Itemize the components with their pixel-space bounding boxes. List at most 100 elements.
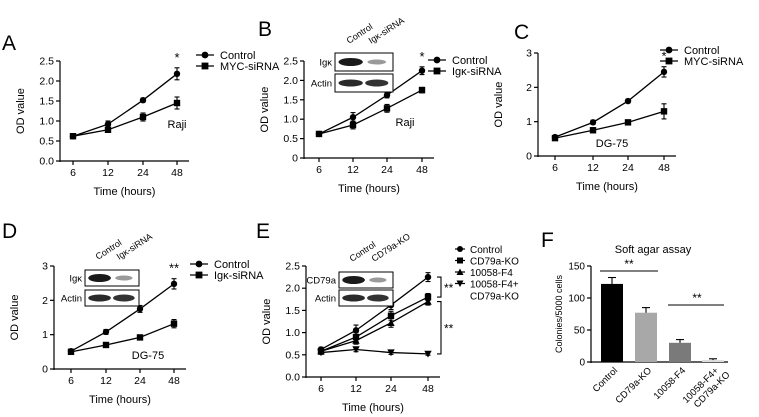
panel-c-x-tick-label: 24 <box>622 162 634 174</box>
panel-a-letter: A <box>2 32 16 55</box>
panel-e-series-4-point <box>352 346 360 354</box>
panel-b-series-2-point <box>383 105 391 112</box>
panel-f-letter: F <box>541 229 554 252</box>
panel-d-significance: ** <box>169 261 179 276</box>
panel-e-blot-row-label: Actin <box>315 294 336 305</box>
panel-b-blot-band <box>338 79 363 87</box>
panel-d-blot-row-label: Igκ <box>69 274 82 285</box>
panel-b-blot-band <box>338 58 363 66</box>
panel-e-y-axis-label: OD value <box>261 299 273 345</box>
panel-d-series-2-point <box>67 348 75 356</box>
panel-d-series-1-point <box>136 305 144 313</box>
panel-e-blot-band <box>367 294 389 302</box>
panel-a-y-tick-label: 2.5 <box>39 56 54 68</box>
panel-d-blot-band <box>113 294 135 302</box>
panel-d-cell-line-label: DG-75 <box>132 350 164 362</box>
panel-b-y-tick-label: 2.5 <box>283 56 298 68</box>
panel-f-category-label: CD79a-KO <box>613 365 654 406</box>
panel-e-y-tick-label: 2.0 <box>285 283 300 295</box>
panel-e-series-4-line <box>320 348 429 355</box>
panel-d-x-tick-label: 6 <box>68 375 74 387</box>
panel-a-series-2-line <box>72 102 178 137</box>
panel-b-blot-row-label: Actin <box>311 79 332 90</box>
panel-b-blot-row-label: Igκ <box>319 58 332 69</box>
panel-c-y-tick-label: 2 <box>526 82 532 94</box>
panel-d-blot-frame <box>84 269 140 287</box>
panel-a-series-1-point <box>173 70 181 78</box>
panel-a-cell-line-label: Raji <box>168 119 187 131</box>
panel-f-bar <box>669 342 691 362</box>
panel-f-category-label: 10058-F4+CD79a-KO <box>681 362 733 414</box>
panel-c-significance: * <box>661 49 666 64</box>
panel-e-legend-label: Control <box>470 245 502 256</box>
panel-d-legend-marker <box>195 271 203 279</box>
panel-b-blot-band <box>367 59 387 65</box>
panel-a-y-tick-label: 0.0 <box>39 156 54 168</box>
panel-b-legend-marker <box>433 56 441 64</box>
panel-b-x-tick-label: 6 <box>316 164 322 176</box>
panel-d-y-tick-label: 3 <box>42 261 48 273</box>
panel-c-series-1-point <box>589 119 597 126</box>
panel-b-x-axis-label: Time (hours) <box>338 183 400 195</box>
panel-e-x-axis-label: Time (hours) <box>342 402 404 414</box>
panel-e-series-2-point <box>424 293 432 301</box>
panel-d-y-axis-label: OD value <box>9 295 21 341</box>
panel-e-series-4-point <box>424 350 432 358</box>
panel-a-significance: * <box>174 50 179 65</box>
panel-e-legend-marker <box>456 268 464 275</box>
panel-c-y-axis-label: OD value <box>493 82 505 128</box>
panel-e-series-1-point <box>424 273 432 281</box>
panel-a-series-2-point <box>173 99 181 107</box>
panel-d-blot-band <box>88 274 111 282</box>
panel-b-x-tick-label: 12 <box>347 164 359 176</box>
panel-e-x-tick-label: 6 <box>318 383 324 395</box>
panel-b-series-2-line <box>318 89 423 135</box>
panel-f-y-tick-label: 100 <box>568 294 585 305</box>
panel-a-legend-label: Control <box>220 50 255 62</box>
panel-e-y-tick-label: 1.5 <box>285 305 300 317</box>
panel-c-y-tick-label: 0 <box>526 151 532 163</box>
panel-f-bar <box>601 283 623 362</box>
panel-c-series-2-point <box>589 127 597 134</box>
panel-b-blot-frame <box>334 52 394 72</box>
panel-e-blot-band <box>342 294 365 302</box>
panel-e-letter: E <box>256 220 270 243</box>
panel-c-legend-marker <box>665 46 673 54</box>
panel-f-significance: ** <box>624 257 634 271</box>
panel-e-legend-marker <box>457 257 463 264</box>
panel-a-x-axis-label: Time (hours) <box>94 186 156 198</box>
panel-b-y-tick-label: 1.5 <box>283 94 298 106</box>
panel-c-series-1-point <box>624 97 632 105</box>
panel-f-bar <box>702 360 724 362</box>
panel-b-significance: * <box>419 49 424 64</box>
panel-d-legend-label: Igκ-siRNA <box>214 270 264 282</box>
panel-e-legend-label: 10058-F4 <box>470 268 513 279</box>
panel-b-blot-frame <box>334 73 394 93</box>
panel-b-legend-label: Control <box>452 55 487 67</box>
panel-c-x-tick-label: 48 <box>658 162 670 174</box>
panel-b-y-tick-label: 1.0 <box>283 114 298 126</box>
panel-c-letter: C <box>514 21 529 44</box>
panel-d-letter: D <box>2 220 17 243</box>
panel-c-series-2-point <box>551 134 559 142</box>
panel-a-legend-marker <box>201 62 209 70</box>
panel-b-letter: B <box>258 18 272 41</box>
panel-b-blot-band <box>365 79 389 87</box>
panel-b-series-2-point <box>349 121 357 129</box>
panel-b-y-tick-label: 2.0 <box>283 75 298 87</box>
panel-d-series-1-point <box>170 280 178 288</box>
panel-e-series-4-point <box>317 349 325 357</box>
panel-d-blot-frame <box>84 289 140 307</box>
panel-e-legend-marker <box>457 246 463 252</box>
panel-c-x-tick-label: 6 <box>552 162 558 174</box>
panel-a-series-2-point <box>104 126 112 133</box>
panel-e-series-3-point <box>387 319 395 327</box>
panel-c-x-tick-label: 12 <box>587 162 599 174</box>
panel-a-series-2-point <box>69 133 77 140</box>
panel-d-legend-marker <box>195 260 203 268</box>
panel-f-bar <box>635 312 657 362</box>
panel-b-series-1-point <box>418 67 426 74</box>
panel-c-cell-line-label: DG-75 <box>596 138 628 150</box>
panel-b-series-2-point <box>315 130 323 138</box>
